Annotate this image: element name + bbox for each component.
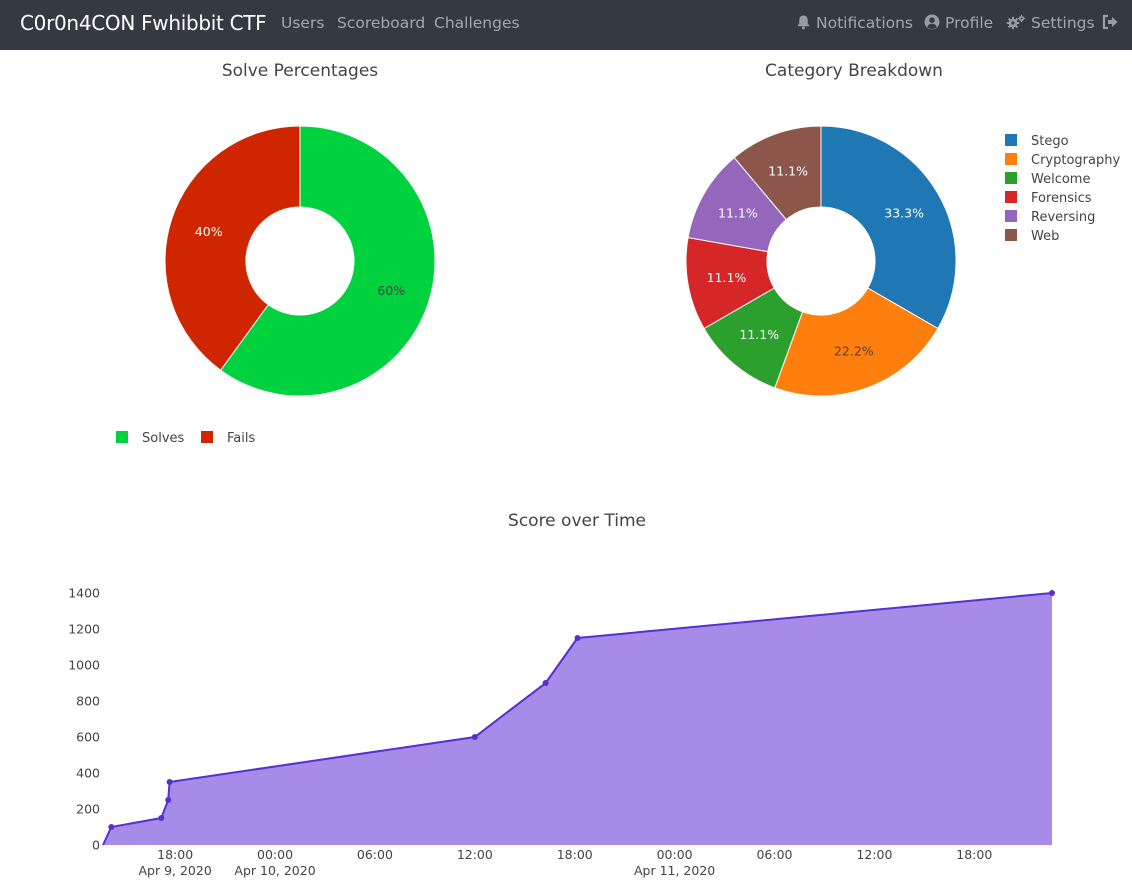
- legend-label-cryptography[interactable]: Cryptography: [1031, 153, 1120, 168]
- legend-label-web[interactable]: Web: [1031, 229, 1059, 244]
- x-tick-date-label: Apr 9, 2020: [138, 863, 211, 878]
- category-breakdown-chart: 33.3% 22.2% 11.1% 11.1% 11.1% 11.1%: [685, 125, 957, 397]
- y-tick-label: 0: [92, 838, 100, 853]
- legend-swatch-stego[interactable]: [1005, 134, 1017, 146]
- legend-label-stego[interactable]: Stego: [1031, 134, 1069, 149]
- y-tick-label: 1200: [68, 622, 100, 637]
- score-area-fill: [103, 593, 1052, 845]
- settings-label: Settings: [1031, 14, 1095, 32]
- slice-stego[interactable]: [820, 125, 957, 330]
- nav-users[interactable]: Users: [281, 14, 325, 32]
- score-point[interactable]: [1049, 590, 1055, 596]
- x-tick-label: 18:00: [557, 847, 593, 862]
- y-tick-label: 600: [76, 730, 100, 745]
- score-point[interactable]: [108, 824, 115, 830]
- y-tick-label: 400: [76, 766, 100, 781]
- score-point[interactable]: [542, 680, 549, 686]
- score-point[interactable]: [574, 635, 581, 641]
- legend-label-fails[interactable]: Fails: [227, 431, 255, 446]
- legend-swatch-fails[interactable]: [201, 431, 213, 443]
- y-tick-label: 1000: [68, 658, 100, 673]
- solve-percentages-legend: Solves Fails: [116, 431, 255, 446]
- x-tick-label: 18:00: [956, 847, 992, 862]
- x-tick-date-label: Apr 11, 2020: [634, 863, 715, 878]
- legend-swatch-reversing[interactable]: [1005, 210, 1017, 222]
- slice-label-reversing: 11.1%: [718, 206, 758, 221]
- category-breakdown-legend: Stego Cryptography Welcome Forensics Reversi…: [1005, 134, 1120, 244]
- score-point[interactable]: [166, 779, 173, 785]
- bell-icon: [797, 15, 810, 30]
- legend-swatch-solves[interactable]: [116, 431, 128, 443]
- x-tick-label: 06:00: [357, 847, 393, 862]
- x-tick-label: 12:00: [856, 847, 892, 862]
- cogs-icon: [1006, 14, 1026, 30]
- profile-label: Profile: [945, 14, 994, 32]
- x-tick-label: 00:00: [257, 847, 293, 862]
- slice-cryptography[interactable]: [774, 287, 939, 397]
- y-tick-label: 1400: [68, 586, 100, 601]
- slice-label-web: 11.1%: [768, 163, 808, 178]
- nav-scoreboard[interactable]: Scoreboard: [337, 14, 426, 32]
- x-tick-label: 12:00: [457, 847, 493, 862]
- slice-label-fails: 40%: [195, 224, 223, 239]
- y-tick-label: 200: [76, 802, 100, 817]
- slice-fails[interactable]: [164, 125, 301, 371]
- y-tick-label: 800: [76, 694, 100, 709]
- user-circle-icon: [924, 14, 940, 30]
- x-tick-date-label: Apr 10, 2020: [234, 863, 315, 878]
- score-point[interactable]: [471, 734, 478, 740]
- slice-solves[interactable]: [219, 125, 436, 397]
- solve-percentages-title: Solve Percentages: [222, 61, 378, 81]
- score-point[interactable]: [165, 797, 172, 803]
- slice-web[interactable]: [733, 125, 822, 221]
- legend-swatch-welcome[interactable]: [1005, 172, 1017, 184]
- nav-challenges[interactable]: Challenges: [434, 14, 520, 32]
- x-tick-label: 00:00: [657, 847, 693, 862]
- x-tick-label: 18:00: [157, 847, 193, 862]
- legend-label-welcome[interactable]: Welcome: [1031, 172, 1090, 187]
- category-breakdown-title: Category Breakdown: [765, 61, 943, 81]
- x-tick-label: 06:00: [756, 847, 792, 862]
- score-over-time-title: Score over Time: [508, 511, 646, 531]
- slice-label-stego: 33.3%: [884, 206, 924, 221]
- legend-label-solves[interactable]: Solves: [142, 431, 185, 446]
- charts-area: Solve Percentages Category Breakdown Sco…: [68, 61, 1120, 878]
- legend-swatch-forensics[interactable]: [1005, 191, 1017, 203]
- slice-label-cryptography: 22.2%: [834, 344, 874, 359]
- score-point[interactable]: [158, 815, 165, 821]
- legend-label-reversing[interactable]: Reversing: [1031, 210, 1095, 225]
- slice-label-solves: 60%: [377, 283, 405, 298]
- sign-out-icon: [1102, 14, 1118, 30]
- logout-button[interactable]: [1102, 14, 1124, 32]
- legend-label-forensics[interactable]: Forensics: [1031, 191, 1092, 206]
- brand-logo[interactable]: C0r0n4CON Fwhibbit CTF: [20, 11, 267, 35]
- slice-label-forensics: 11.1%: [707, 270, 747, 285]
- nav-profile[interactable]: Profile: [924, 14, 993, 32]
- nav-notifications[interactable]: Notifications: [796, 14, 913, 32]
- solve-percentages-chart: 60% 40%: [164, 125, 436, 397]
- nav-settings[interactable]: Settings: [1006, 14, 1095, 32]
- legend-swatch-cryptography[interactable]: [1005, 153, 1017, 165]
- notifications-label: Notifications: [816, 14, 914, 32]
- legend-swatch-web[interactable]: [1005, 229, 1017, 241]
- slice-label-welcome: 11.1%: [739, 327, 779, 342]
- top-navbar: C0r0n4CON Fwhibbit CTF Users Scoreboard …: [0, 0, 1132, 50]
